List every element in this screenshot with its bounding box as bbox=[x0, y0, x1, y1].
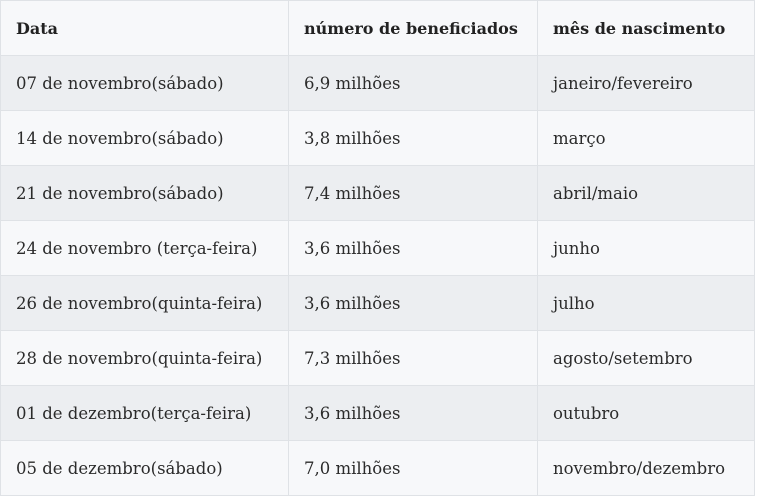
column-header-birth-month: mês de nascimento bbox=[537, 0, 755, 56]
cell-beneficiaries: 3,6 milhões bbox=[288, 220, 538, 276]
cell-date: 26 de novembro(quinta-feira) bbox=[0, 275, 289, 331]
cell-birth-month: novembro/dezembro bbox=[537, 440, 755, 496]
cell-beneficiaries: 7,4 milhões bbox=[288, 165, 538, 221]
table-body: 07 de novembro(sábado) 6,9 milhões janei… bbox=[0, 55, 755, 496]
cell-beneficiaries: 7,0 milhões bbox=[288, 440, 538, 496]
cell-birth-month: janeiro/fevereiro bbox=[537, 55, 755, 111]
column-header-data: Data bbox=[0, 0, 289, 56]
cell-date: 05 de dezembro(sábado) bbox=[0, 440, 289, 496]
cell-date: 28 de novembro(quinta-feira) bbox=[0, 330, 289, 386]
cell-date: 14 de novembro(sábado) bbox=[0, 110, 289, 166]
cell-birth-month: agosto/setembro bbox=[537, 330, 755, 386]
table-row: 26 de novembro(quinta-feira) 3,6 milhões… bbox=[0, 275, 755, 331]
cell-beneficiaries: 7,3 milhões bbox=[288, 330, 538, 386]
table-row: 21 de novembro(sábado) 7,4 milhões abril… bbox=[0, 165, 755, 221]
cell-date: 24 de novembro (terça-feira) bbox=[0, 220, 289, 276]
cell-birth-month: julho bbox=[537, 275, 755, 331]
header-row: Data número de beneficiados mês de nasci… bbox=[0, 0, 755, 56]
column-header-beneficiaries: número de beneficiados bbox=[288, 0, 538, 56]
cell-birth-month: março bbox=[537, 110, 755, 166]
table-row: 24 de novembro (terça-feira) 3,6 milhões… bbox=[0, 220, 755, 276]
cell-beneficiaries: 3,6 milhões bbox=[288, 385, 538, 441]
table-row: 01 de dezembro(terça-feira) 3,6 milhões … bbox=[0, 385, 755, 441]
cell-birth-month: abril/maio bbox=[537, 165, 755, 221]
cell-beneficiaries: 6,9 milhões bbox=[288, 55, 538, 111]
cell-birth-month: outubro bbox=[537, 385, 755, 441]
cell-birth-month: junho bbox=[537, 220, 755, 276]
cell-date: 01 de dezembro(terça-feira) bbox=[0, 385, 289, 441]
cell-beneficiaries: 3,6 milhões bbox=[288, 275, 538, 331]
table-row: 28 de novembro(quinta-feira) 7,3 milhões… bbox=[0, 330, 755, 386]
table-row: 05 de dezembro(sábado) 7,0 milhões novem… bbox=[0, 440, 755, 496]
table-row: 14 de novembro(sábado) 3,8 milhões março bbox=[0, 110, 755, 166]
table-row: 07 de novembro(sábado) 6,9 milhões janei… bbox=[0, 55, 755, 111]
cell-date: 07 de novembro(sábado) bbox=[0, 55, 289, 111]
cell-beneficiaries: 3,8 milhões bbox=[288, 110, 538, 166]
cell-date: 21 de novembro(sábado) bbox=[0, 165, 289, 221]
table-header: Data número de beneficiados mês de nasci… bbox=[0, 0, 755, 56]
